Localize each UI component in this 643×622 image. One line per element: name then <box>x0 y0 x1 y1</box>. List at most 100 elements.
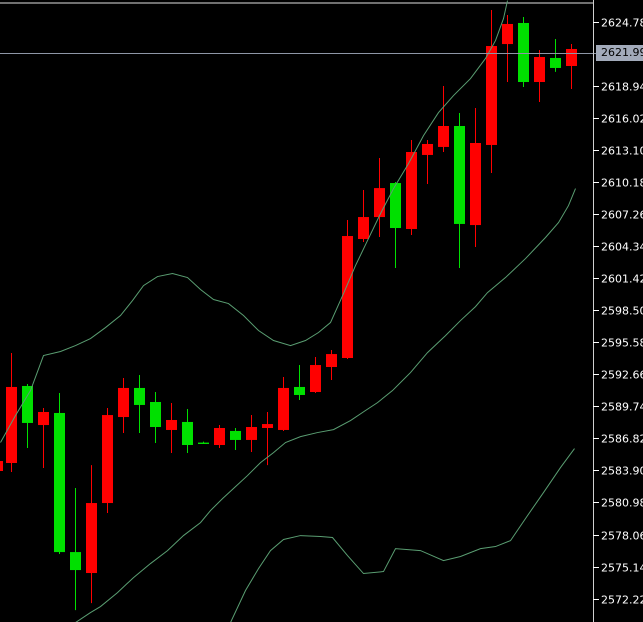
candle <box>518 16 529 88</box>
candle-body <box>38 411 49 426</box>
candle <box>38 408 49 469</box>
candle-body <box>310 365 321 393</box>
candle-body <box>22 385 33 423</box>
candle <box>358 190 369 243</box>
candle <box>166 402 177 454</box>
candle-body <box>422 143 433 155</box>
candle <box>486 10 497 173</box>
candle-body <box>390 183 401 229</box>
price-tick-label: 2613.10 <box>601 145 643 158</box>
price-tick-label: 2598.50 <box>601 305 643 318</box>
candle-body <box>566 48 577 66</box>
candle <box>454 113 465 269</box>
candle-body <box>486 46 497 145</box>
candle-body <box>534 56 545 83</box>
candle-body <box>262 424 273 428</box>
candle <box>406 140 417 236</box>
price-axis[interactable]: 2624.78 2618.94 2616.02 2613.10 2610.18 2607.… <box>593 17 643 607</box>
candle-body <box>342 236 353 359</box>
candle-body <box>470 142 481 226</box>
candle-body <box>406 151 417 230</box>
candle <box>294 365 305 401</box>
candle-body <box>358 217 369 239</box>
candle-body <box>454 125 465 224</box>
candle-body <box>166 419 177 430</box>
price-tick-label: 2583.90 <box>601 465 643 478</box>
candle <box>198 441 209 445</box>
candle-body <box>374 188 385 218</box>
candle <box>134 375 145 434</box>
candle-body <box>86 503 97 574</box>
candle <box>214 425 225 448</box>
candle <box>54 393 65 555</box>
price-tick-label: 2616.02 <box>601 113 643 126</box>
candle-body <box>102 415 113 504</box>
candle <box>262 411 273 466</box>
candles-group <box>0 10 577 611</box>
band-upper-line <box>0 0 508 443</box>
candle-body <box>518 22 529 83</box>
candle-body <box>230 430 241 440</box>
price-tick-label: 2624.78 <box>601 17 643 30</box>
candle <box>534 49 545 102</box>
candle <box>150 392 161 444</box>
candle-body <box>550 57 561 68</box>
price-tick-label: 2589.74 <box>601 401 643 414</box>
candle-body <box>294 386 305 395</box>
price-tick-label: 2595.58 <box>601 337 643 350</box>
candle <box>438 85 449 152</box>
candle <box>326 350 337 381</box>
candle-body <box>198 442 209 444</box>
price-tick-label: 2586.82 <box>601 433 643 446</box>
candle <box>278 376 289 431</box>
price-tick-label: 2575.14 <box>601 562 643 575</box>
candle-body <box>0 461 3 472</box>
price-tick-label: 2610.18 <box>601 177 643 190</box>
candle-body <box>182 421 193 446</box>
candle <box>118 377 129 434</box>
candle <box>22 384 33 448</box>
candle <box>6 352 17 472</box>
candle <box>70 488 81 611</box>
candle <box>0 461 3 472</box>
candle <box>374 158 385 238</box>
candle <box>102 408 113 514</box>
candle <box>182 409 193 454</box>
candle <box>502 14 513 83</box>
candle <box>246 415 257 453</box>
candle-body <box>54 412 65 553</box>
band-middle-line <box>75 188 576 622</box>
candle <box>310 357 321 394</box>
price-tick-label: 2578.06 <box>601 530 643 543</box>
price-tick-label: 2604.34 <box>601 241 643 254</box>
candle <box>470 108 481 247</box>
price-tick-label: 2580.98 <box>601 497 643 510</box>
candle-body <box>438 125 449 147</box>
candle-body <box>214 427 225 446</box>
candle-body <box>150 402 161 428</box>
price-tick-label: 2592.66 <box>601 369 643 382</box>
candle-body <box>134 387 145 405</box>
price-tick-label: 2601.42 <box>601 273 643 286</box>
candle-body <box>502 23 513 45</box>
candle-body <box>70 552 81 571</box>
candle <box>550 39 561 72</box>
current-price-label: 2621.99 <box>596 45 643 61</box>
price-tick-label: 2618.94 <box>601 81 643 94</box>
candle <box>422 140 433 185</box>
candle-body <box>6 386 17 463</box>
candle-body <box>118 387 129 418</box>
candle <box>230 427 241 450</box>
candle-body <box>246 427 257 440</box>
candle <box>342 220 353 359</box>
band-lower-line <box>230 448 575 622</box>
candle <box>566 44 577 90</box>
price-tick-label: 2572.22 <box>601 594 643 607</box>
price-tick-label: 2607.26 <box>601 209 643 222</box>
candle <box>86 465 97 604</box>
candle <box>390 182 401 269</box>
candle-body <box>278 387 289 430</box>
candle-body <box>326 354 337 368</box>
